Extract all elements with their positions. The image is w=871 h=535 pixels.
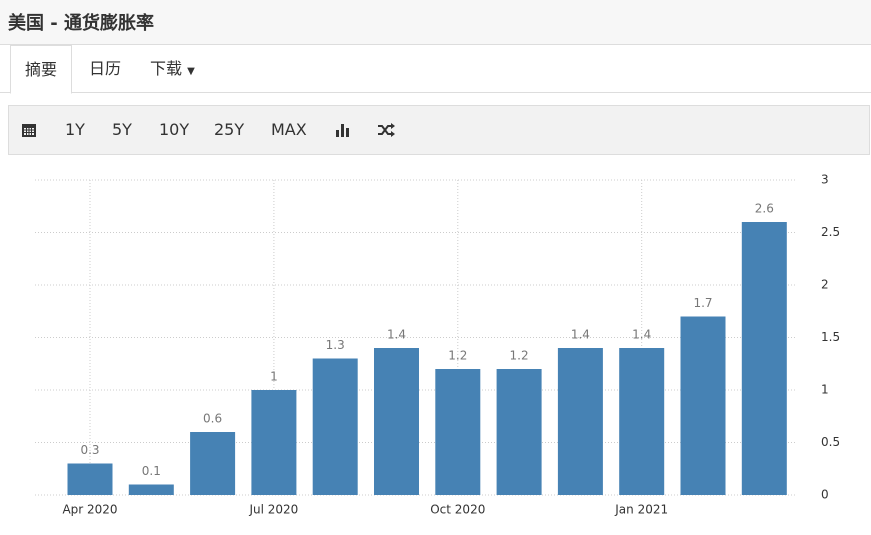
y-tick-label: 0 <box>821 488 829 502</box>
bar <box>680 316 726 495</box>
value-label: 1.4 <box>632 328 651 342</box>
value-label: 1.7 <box>693 296 712 310</box>
value-label: 0.3 <box>80 443 99 457</box>
bar <box>190 432 236 495</box>
value-label: 1.4 <box>571 328 590 342</box>
y-tick-label: 0.5 <box>821 435 840 449</box>
bar <box>496 369 542 495</box>
bar <box>374 348 419 495</box>
tab[interactable]: 摘要 <box>10 45 73 94</box>
bar <box>619 348 665 495</box>
y-tick-label: 3 <box>821 173 829 187</box>
value-label: 1 <box>270 370 278 384</box>
tab-label: 下载 <box>150 59 183 78</box>
caret: ▼ <box>187 66 195 77</box>
value-label: 0.1 <box>142 464 161 478</box>
y-tick-label: 1.5 <box>821 330 840 344</box>
value-label: 0.6 <box>203 412 222 426</box>
bar <box>741 222 787 495</box>
page-title: 美国 - 通货膨胀率 <box>8 13 155 34</box>
range-button[interactable]: 10Y <box>159 120 190 139</box>
value-label: 1.2 <box>448 349 467 363</box>
tab-bar: 摘要 日历 下载 ▼ <box>0 45 871 94</box>
bar <box>435 369 481 495</box>
title-bar: 美国 - 通货膨胀率 <box>0 0 871 45</box>
bar <box>312 358 358 495</box>
bar <box>67 463 113 495</box>
x-tick-label: Jan 2021 <box>614 503 668 517</box>
tab[interactable]: 日历 <box>89 59 122 78</box>
value-label: 2.6 <box>755 202 774 216</box>
bar <box>128 484 174 495</box>
x-tick-label: Jul 2020 <box>248 503 298 517</box>
y-tick-label: 2 <box>821 278 829 292</box>
calendar-icon[interactable] <box>21 122 37 138</box>
x-tick-label: Oct 2020 <box>430 503 485 517</box>
y-tick-label: 2.5 <box>821 225 840 239</box>
bar <box>251 390 297 495</box>
shuffle-icon[interactable] <box>377 122 395 138</box>
value-label: 1.3 <box>326 338 345 352</box>
range-button[interactable]: 5Y <box>112 120 132 139</box>
bar <box>557 348 603 495</box>
range-button[interactable]: MAX <box>271 120 307 139</box>
value-label: 1.4 <box>387 328 406 342</box>
y-tick-label: 1 <box>821 383 829 397</box>
x-tick-label: Apr 2020 <box>62 503 117 517</box>
value-label: 1.2 <box>510 349 529 363</box>
range-button[interactable]: 25Y <box>214 120 245 139</box>
toolbar: 1Y 5Y 10Y 25Y MAX <box>8 105 870 155</box>
bar-chart-icon[interactable] <box>335 122 351 138</box>
range-button[interactable]: 1Y <box>65 120 85 139</box>
chart: 0 0.5 1 1.5 2 2.5 3 Apr 2020 0.3 0.1 0.6 Jul 2020 1 1… <box>35 173 840 517</box>
tab[interactable]: 下载 ▼ <box>150 45 195 92</box>
